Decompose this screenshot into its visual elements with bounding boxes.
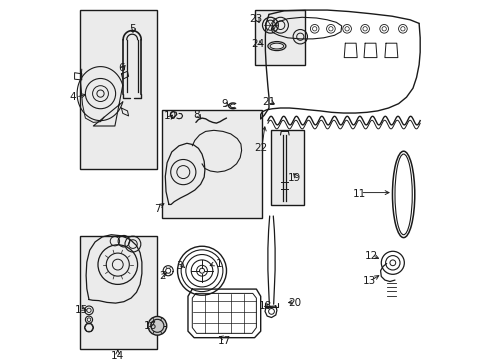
Text: 1: 1 [216,258,222,269]
Text: 14: 14 [111,351,124,360]
Text: 24: 24 [251,39,264,49]
Text: 2: 2 [159,271,165,282]
Text: 19: 19 [288,173,301,183]
Text: 20: 20 [288,298,301,308]
Text: 23: 23 [249,14,262,24]
FancyBboxPatch shape [271,130,303,205]
Text: 8: 8 [193,110,200,120]
Text: 3: 3 [176,261,183,271]
Text: 18: 18 [258,301,271,311]
Text: 7: 7 [154,204,161,214]
Text: 11: 11 [352,189,366,199]
Text: 10: 10 [164,111,177,121]
FancyBboxPatch shape [162,110,261,218]
Text: 17: 17 [218,336,231,346]
FancyBboxPatch shape [255,10,305,65]
Text: 4: 4 [69,92,76,102]
Text: 15: 15 [75,305,88,315]
Circle shape [148,316,166,335]
Text: 6: 6 [118,63,124,73]
Text: 22: 22 [254,143,267,153]
Text: 13: 13 [363,276,376,286]
FancyBboxPatch shape [80,236,157,349]
FancyBboxPatch shape [80,10,157,169]
Text: 16: 16 [143,321,157,331]
Text: 21: 21 [262,96,275,107]
Text: 12: 12 [364,251,377,261]
Text: 5: 5 [129,24,135,34]
Text: 9: 9 [221,99,227,109]
